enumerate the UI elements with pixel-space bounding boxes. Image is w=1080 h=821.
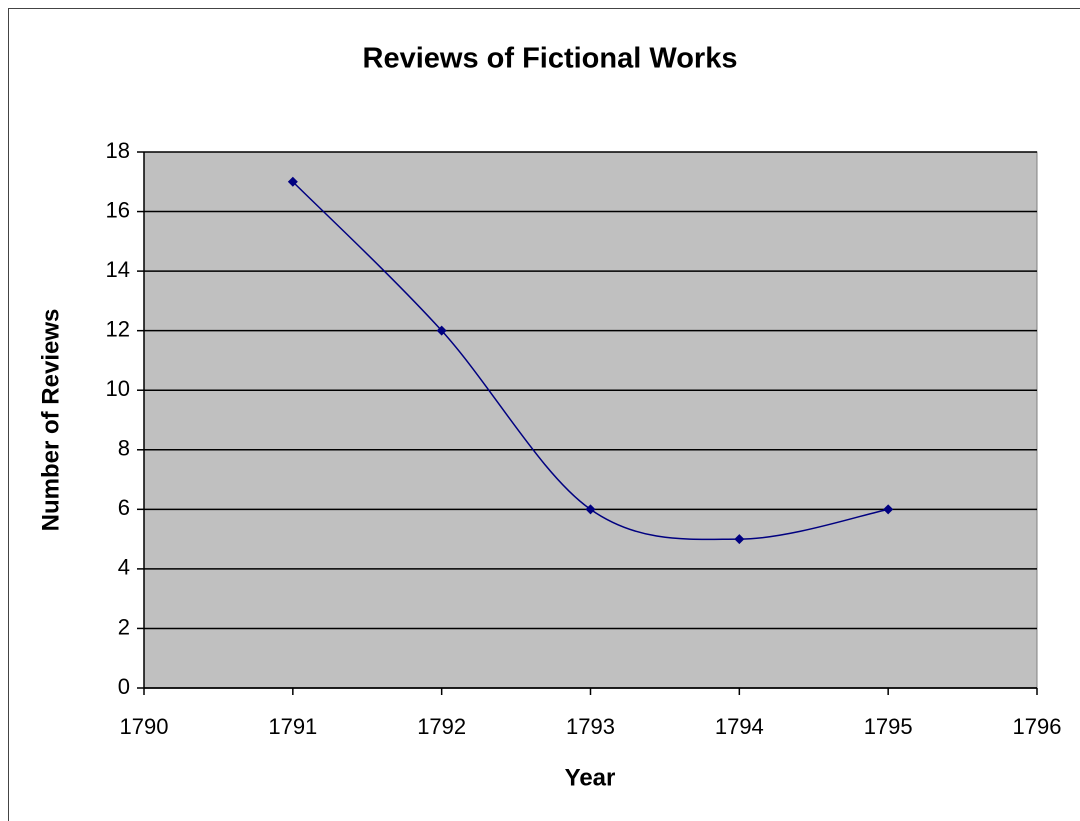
data-point xyxy=(585,504,596,515)
x-tick-label: 1790 xyxy=(120,714,169,739)
y-tick-label: 10 xyxy=(106,376,130,401)
y-tick-label: 14 xyxy=(106,257,130,282)
data-point xyxy=(436,325,447,336)
x-tick-label: 1795 xyxy=(864,714,913,739)
y-tick-label: 8 xyxy=(118,436,130,461)
plot-area xyxy=(143,151,1038,689)
y-tick-label: 12 xyxy=(106,316,130,341)
y-tick-label: 6 xyxy=(118,495,130,520)
x-tick-label: 1793 xyxy=(566,714,615,739)
y-axis-label: Number of Reviews xyxy=(37,309,64,532)
data-point xyxy=(287,176,298,187)
y-tick-label: 4 xyxy=(118,555,130,580)
x-tick-label: 1796 xyxy=(1013,714,1062,739)
x-tick-label: 1791 xyxy=(268,714,317,739)
series-line xyxy=(292,181,889,541)
y-tick-label: 2 xyxy=(118,614,130,639)
y-tick-label: 0 xyxy=(118,674,130,699)
chart-title: Reviews of Fictional Works xyxy=(363,43,738,75)
data-point xyxy=(734,534,745,545)
y-tick-label: 16 xyxy=(106,197,130,222)
x-tick-label: 1794 xyxy=(715,714,764,739)
y-tick-label: 18 xyxy=(106,138,130,163)
x-tick-label: 1792 xyxy=(417,714,466,739)
x-axis-label: Year xyxy=(565,764,616,791)
data-point xyxy=(883,504,894,515)
